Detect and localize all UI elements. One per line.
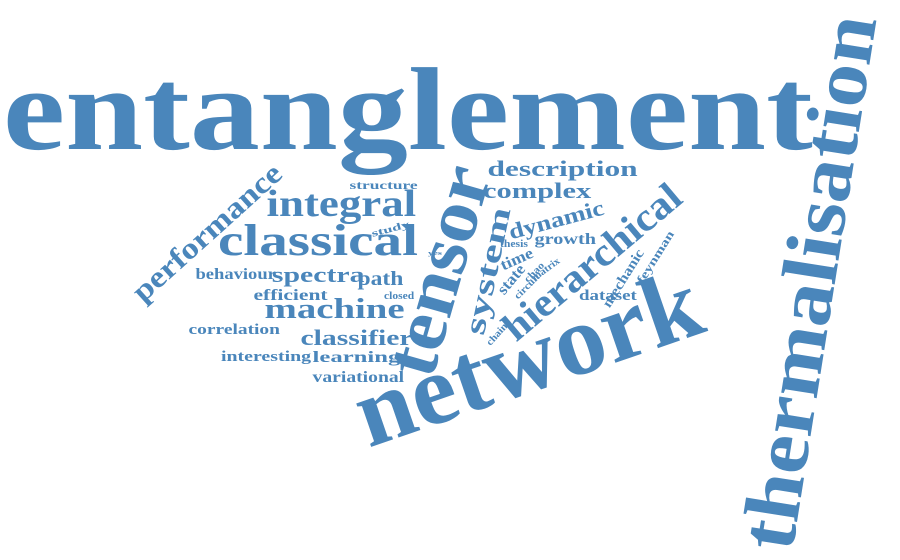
word-dataset: dataset (579, 287, 637, 304)
word-classifier: classifier (300, 325, 413, 350)
word-path: path (357, 268, 403, 290)
word-learning: learning (312, 349, 400, 366)
word-interesting: interesting (220, 348, 312, 365)
word-spectra: spectra (271, 262, 365, 287)
word-description: description (486, 156, 638, 181)
word-yes: yes (428, 251, 442, 257)
word-variational: variational (312, 369, 404, 386)
word-growth: growth (534, 231, 596, 248)
word-complex: complex (482, 178, 592, 203)
word-machine: machine (263, 294, 405, 325)
word-efficient: efficient (252, 287, 328, 304)
word-structure: structure (348, 178, 418, 192)
word-correlation: correlation (188, 321, 280, 338)
word-integral: integral (266, 183, 416, 225)
word-closed: closed (383, 291, 415, 302)
word-entanglement: entanglement (2, 44, 813, 175)
word-classical: classical (217, 216, 419, 265)
word-behaviour: behaviour (194, 266, 276, 283)
word-thesis: thesis (500, 239, 528, 250)
word-way: way (431, 279, 451, 288)
